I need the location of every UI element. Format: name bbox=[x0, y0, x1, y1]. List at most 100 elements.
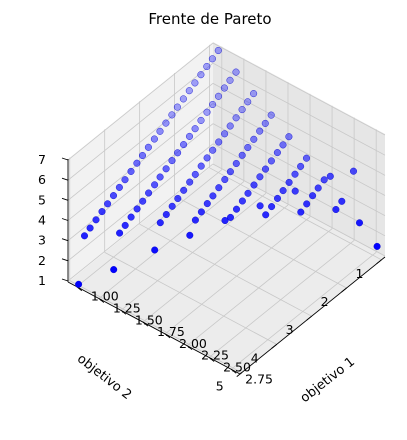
x-tick-mark bbox=[208, 357, 215, 362]
data-point bbox=[92, 216, 100, 224]
data-point bbox=[173, 103, 181, 111]
data-point bbox=[279, 141, 287, 149]
grid-line-z bbox=[67, 83, 214, 201]
data-point bbox=[180, 186, 188, 194]
data-point bbox=[244, 189, 252, 197]
data-point bbox=[144, 143, 152, 151]
data-point bbox=[291, 187, 299, 195]
data-point bbox=[185, 132, 193, 140]
data-point bbox=[250, 181, 258, 189]
data-point bbox=[215, 138, 223, 146]
y-tick-mark bbox=[341, 287, 347, 293]
data-point bbox=[191, 170, 199, 178]
data-point bbox=[133, 159, 141, 167]
grid-line-z bbox=[67, 42, 214, 161]
z-tick-label: 1 bbox=[38, 273, 46, 288]
data-point bbox=[203, 63, 211, 71]
data-point bbox=[373, 242, 381, 250]
x-tick-label: 1.50 bbox=[135, 312, 163, 327]
data-point bbox=[232, 159, 240, 167]
data-point bbox=[162, 119, 170, 127]
data-point bbox=[179, 95, 187, 103]
data-point bbox=[209, 146, 217, 154]
y-axis-label: objetivo 2 bbox=[74, 351, 134, 403]
data-point bbox=[309, 192, 317, 200]
data-point bbox=[262, 211, 270, 219]
y-tick-mark bbox=[376, 259, 382, 265]
data-point bbox=[226, 168, 234, 176]
data-point bbox=[168, 157, 176, 165]
data-point bbox=[256, 127, 264, 135]
data-point bbox=[168, 202, 176, 210]
x-tick-label: 1.00 bbox=[91, 289, 119, 304]
z-tick-label: 5 bbox=[38, 192, 46, 207]
data-point bbox=[197, 116, 205, 124]
x-tick-mark bbox=[164, 333, 171, 339]
data-point bbox=[156, 127, 164, 135]
y-axis-line bbox=[239, 256, 386, 375]
data-point bbox=[133, 205, 141, 213]
y-tick-label: 3 bbox=[286, 322, 294, 337]
data-point bbox=[256, 173, 264, 181]
x-tick-label: 2.25 bbox=[201, 348, 229, 363]
data-point bbox=[121, 221, 129, 229]
data-point bbox=[244, 98, 252, 106]
data-point bbox=[75, 280, 83, 288]
data-point bbox=[209, 100, 217, 108]
data-point bbox=[180, 141, 188, 149]
data-point bbox=[150, 135, 158, 143]
data-point bbox=[214, 92, 222, 100]
grid-line-x bbox=[98, 181, 245, 299]
z-tick-mark bbox=[61, 177, 69, 181]
data-point bbox=[226, 76, 234, 84]
y-tick-label: 5 bbox=[216, 379, 224, 394]
grid-line-z bbox=[67, 103, 214, 221]
data-point bbox=[332, 205, 340, 213]
data-point bbox=[232, 205, 240, 213]
data-point bbox=[186, 231, 194, 239]
data-point bbox=[156, 219, 164, 227]
grid-line-x bbox=[76, 169, 223, 288]
data-points bbox=[75, 47, 381, 288]
y-tick-mark bbox=[271, 344, 277, 349]
data-point bbox=[320, 176, 328, 184]
grid-line-x bbox=[208, 240, 355, 358]
x-tick-mark bbox=[120, 309, 127, 315]
z-tick-label: 7 bbox=[38, 152, 46, 167]
data-point bbox=[226, 122, 234, 130]
grid-line-x bbox=[186, 228, 333, 347]
x-tick-mark bbox=[142, 321, 149, 327]
data-point bbox=[326, 172, 334, 180]
data-point bbox=[151, 181, 159, 189]
data-point bbox=[110, 266, 118, 274]
data-point bbox=[139, 197, 147, 205]
data-point bbox=[151, 246, 159, 254]
x-tick-mark bbox=[98, 298, 105, 303]
data-point bbox=[232, 114, 240, 122]
x-tick-label: 1.25 bbox=[113, 301, 141, 316]
data-point bbox=[138, 151, 146, 159]
grid-line-z bbox=[67, 62, 214, 181]
x-tick-label: 2.75 bbox=[245, 371, 273, 386]
grid-line-x bbox=[164, 216, 311, 335]
data-point bbox=[203, 200, 211, 208]
data-point bbox=[285, 178, 293, 186]
z-tick-mark bbox=[61, 197, 69, 201]
grid-line-z bbox=[212, 62, 386, 156]
data-point bbox=[350, 167, 358, 175]
grid-line-x bbox=[230, 251, 377, 370]
data-point bbox=[250, 90, 258, 98]
data-point bbox=[273, 149, 281, 157]
data-point bbox=[191, 216, 199, 224]
data-point bbox=[203, 154, 211, 162]
grid-line-y bbox=[209, 167, 382, 261]
data-point bbox=[285, 133, 293, 141]
data-point bbox=[274, 194, 282, 202]
data-point bbox=[214, 47, 222, 55]
data-point bbox=[356, 219, 364, 227]
data-point bbox=[215, 184, 223, 192]
grid-line-z bbox=[212, 82, 386, 176]
data-point bbox=[197, 208, 205, 216]
data-point bbox=[221, 130, 229, 138]
